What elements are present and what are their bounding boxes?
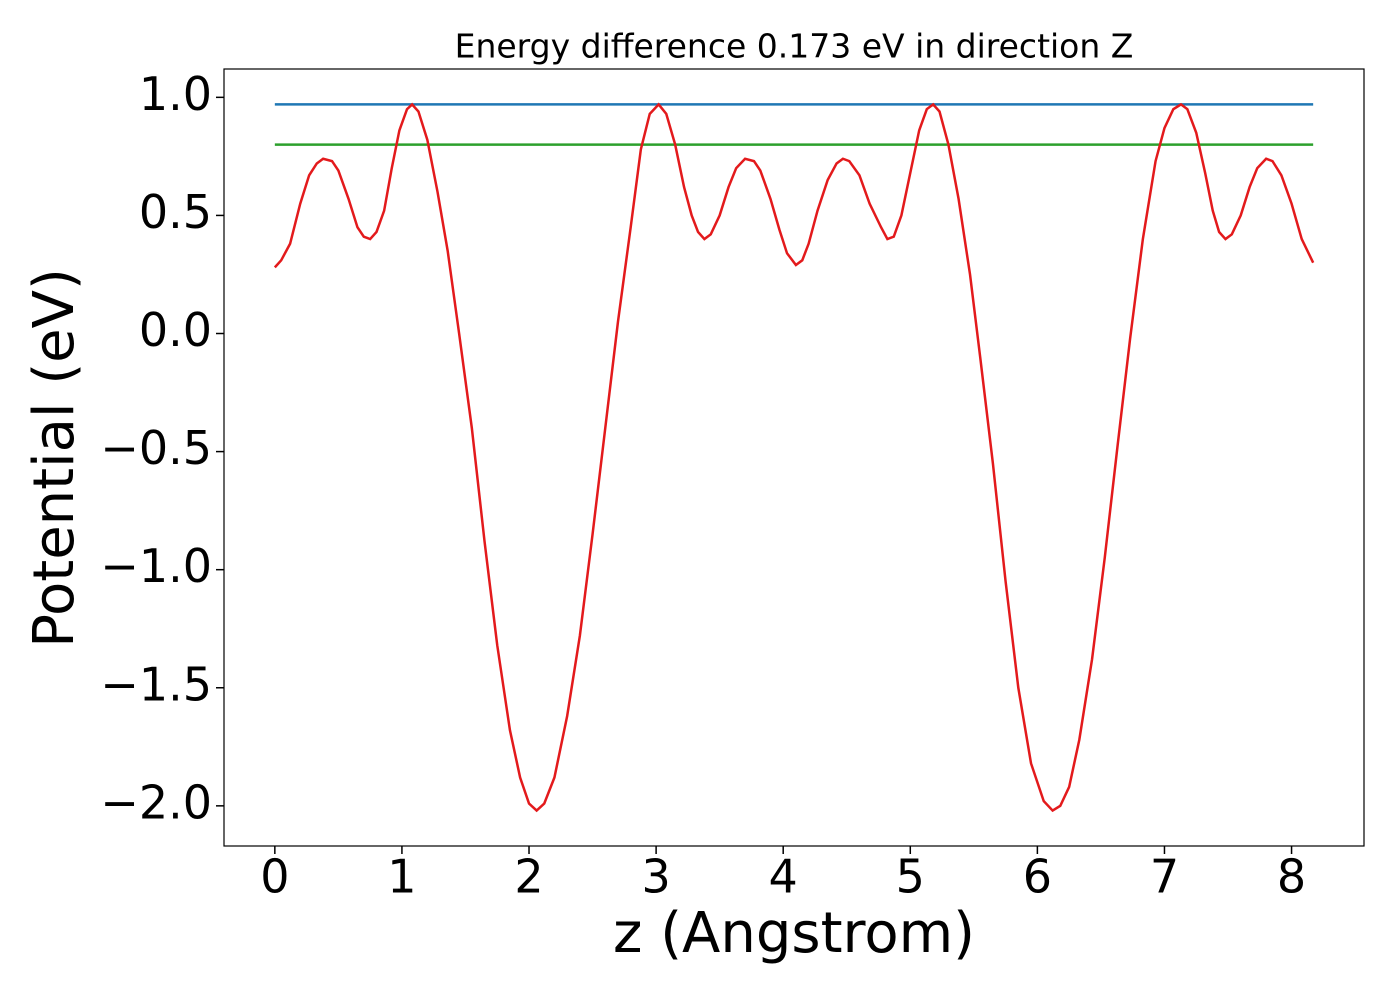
x-tick-label: 6: [1023, 850, 1052, 904]
series-line: [273, 102, 1315, 813]
x-tick-label: 7: [1150, 850, 1179, 904]
y-tick-label: 0.0: [139, 303, 212, 357]
y-tick-label: −1.0: [100, 539, 212, 593]
x-tick-label: 0: [260, 850, 289, 904]
y-tick-label: 0.5: [139, 185, 212, 239]
x-tick-label: 1: [387, 850, 416, 904]
chart-title: Energy difference 0.173 eV in direction …: [455, 27, 1134, 66]
y-tick-label: −0.5: [100, 421, 212, 475]
y-axis-label: Potential (eV): [22, 268, 87, 648]
y-tick-label: −1.5: [100, 657, 212, 711]
x-tick-label: 2: [514, 850, 543, 904]
x-tick-label: 3: [641, 850, 670, 904]
x-tick-label: 4: [769, 850, 798, 904]
x-tick-label: 5: [896, 850, 925, 904]
x-tick-label: 8: [1277, 850, 1306, 904]
plot-frame: [223, 68, 1365, 847]
y-tick-label: 1.0: [139, 67, 212, 121]
y-tick-label: −2.0: [100, 775, 212, 829]
x-axis-label: z (Angstrom): [613, 901, 975, 966]
